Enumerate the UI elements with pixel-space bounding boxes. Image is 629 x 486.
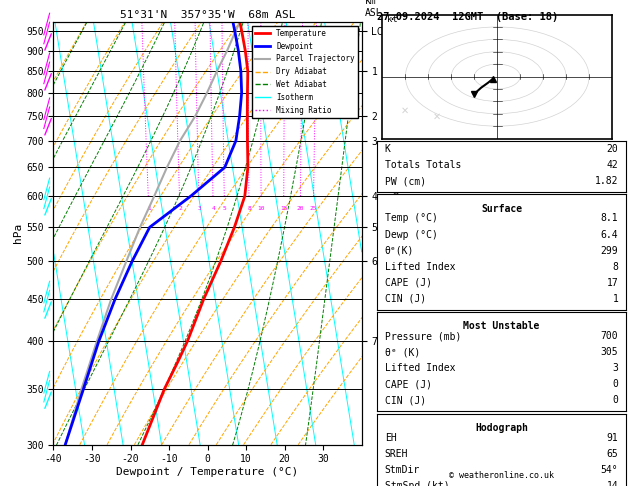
Title: 51°31'N  357°35'W  68m ASL: 51°31'N 357°35'W 68m ASL (120, 10, 296, 20)
Text: kt: kt (387, 15, 398, 24)
Text: 10: 10 (257, 206, 265, 211)
Text: 305: 305 (601, 347, 618, 357)
Y-axis label: hPa: hPa (13, 223, 23, 243)
Text: θᵉ (K): θᵉ (K) (385, 347, 420, 357)
Text: km
ASL: km ASL (365, 0, 382, 17)
Text: CIN (J): CIN (J) (385, 294, 426, 304)
Text: Hodograph: Hodograph (475, 423, 528, 433)
Text: 1.82: 1.82 (595, 176, 618, 186)
Text: 20: 20 (606, 144, 618, 154)
Text: 65: 65 (606, 449, 618, 459)
Text: 8: 8 (247, 206, 251, 211)
Text: 20: 20 (297, 206, 304, 211)
Text: 0: 0 (613, 379, 618, 389)
Text: Dewp (°C): Dewp (°C) (385, 229, 438, 240)
Text: PW (cm): PW (cm) (385, 176, 426, 186)
Text: 14: 14 (606, 481, 618, 486)
Text: ✕: ✕ (401, 106, 409, 116)
Text: 0: 0 (613, 395, 618, 405)
Text: 5: 5 (223, 206, 226, 211)
Y-axis label: Mixing Ratio (g/kg): Mixing Ratio (g/kg) (390, 177, 400, 289)
Text: 17: 17 (606, 278, 618, 288)
Text: CAPE (J): CAPE (J) (385, 379, 432, 389)
Text: 3: 3 (198, 206, 201, 211)
Text: 27.09.2024  12GMT  (Base: 18): 27.09.2024 12GMT (Base: 18) (377, 12, 559, 22)
Text: 1: 1 (147, 206, 151, 211)
Legend: Temperature, Dewpoint, Parcel Trajectory, Dry Adiabat, Wet Adiabat, Isotherm, Mi: Temperature, Dewpoint, Parcel Trajectory… (252, 26, 358, 118)
Text: 8.1: 8.1 (601, 213, 618, 224)
Text: CAPE (J): CAPE (J) (385, 278, 432, 288)
Text: EH: EH (385, 433, 397, 443)
Text: 299: 299 (601, 245, 618, 256)
Text: Lifted Index: Lifted Index (385, 363, 455, 373)
Text: © weatheronline.co.uk: © weatheronline.co.uk (449, 471, 554, 480)
Text: θᵉ(K): θᵉ(K) (385, 245, 415, 256)
Text: Temp (°C): Temp (°C) (385, 213, 438, 224)
X-axis label: Dewpoint / Temperature (°C): Dewpoint / Temperature (°C) (116, 467, 299, 477)
Text: StmDir: StmDir (385, 465, 420, 475)
Text: Most Unstable: Most Unstable (464, 322, 540, 331)
Text: K: K (385, 144, 391, 154)
Text: CIN (J): CIN (J) (385, 395, 426, 405)
Text: 8: 8 (613, 261, 618, 272)
Text: 15: 15 (280, 206, 287, 211)
Text: 91: 91 (606, 433, 618, 443)
Text: Totals Totals: Totals Totals (385, 160, 461, 170)
Text: Lifted Index: Lifted Index (385, 261, 455, 272)
Text: 4: 4 (211, 206, 215, 211)
Text: 6.4: 6.4 (601, 229, 618, 240)
Text: StmSpd (kt): StmSpd (kt) (385, 481, 450, 486)
Text: 3: 3 (613, 363, 618, 373)
Text: SREH: SREH (385, 449, 408, 459)
Text: 25: 25 (309, 206, 317, 211)
Text: Pressure (mb): Pressure (mb) (385, 331, 461, 341)
Text: 1: 1 (613, 294, 618, 304)
Text: ✕: ✕ (433, 112, 441, 122)
Text: Surface: Surface (481, 204, 522, 214)
Text: 700: 700 (601, 331, 618, 341)
Text: 2: 2 (178, 206, 182, 211)
Text: 54°: 54° (601, 465, 618, 475)
Text: 42: 42 (606, 160, 618, 170)
